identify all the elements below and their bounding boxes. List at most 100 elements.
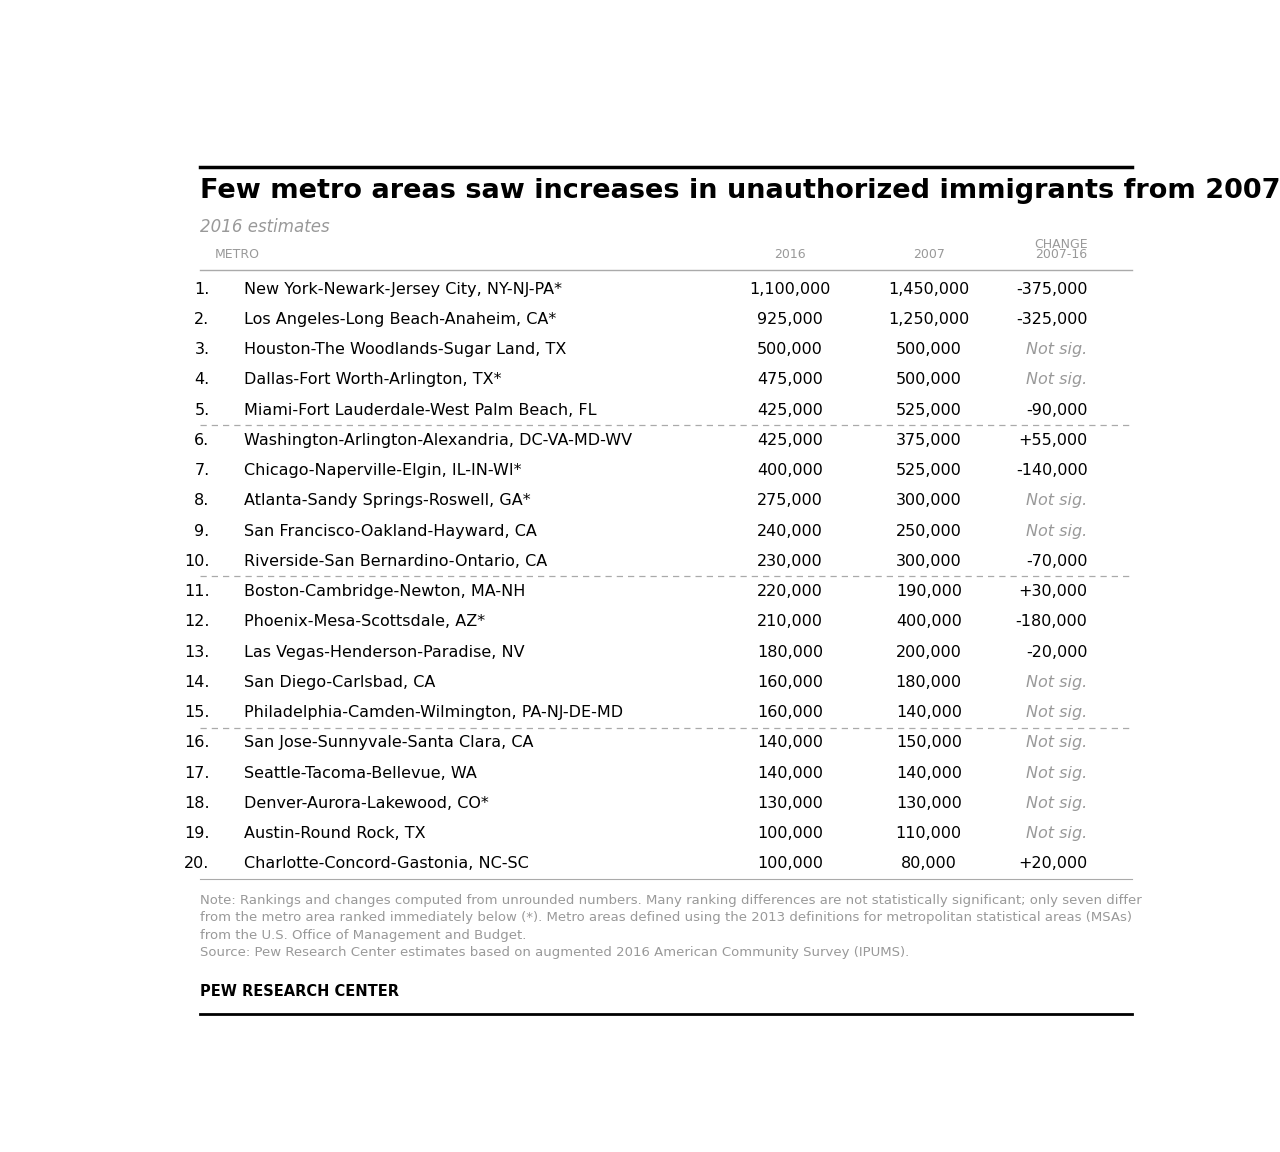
Text: Philadelphia-Camden-Wilmington, PA-NJ-DE-MD: Philadelphia-Camden-Wilmington, PA-NJ-DE… xyxy=(244,705,623,720)
Text: 2007: 2007 xyxy=(913,248,945,262)
Text: Not sig.: Not sig. xyxy=(1027,493,1088,508)
Text: Not sig.: Not sig. xyxy=(1027,826,1088,841)
Text: Seattle-Tacoma-Bellevue, WA: Seattle-Tacoma-Bellevue, WA xyxy=(244,766,477,781)
Text: 500,000: 500,000 xyxy=(896,372,961,387)
Text: 425,000: 425,000 xyxy=(756,402,823,417)
Text: 230,000: 230,000 xyxy=(756,554,823,569)
Text: 12.: 12. xyxy=(184,614,210,629)
Text: San Jose-Sunnyvale-Santa Clara, CA: San Jose-Sunnyvale-Santa Clara, CA xyxy=(244,735,534,750)
Text: 140,000: 140,000 xyxy=(896,705,961,720)
Text: 2016 estimates: 2016 estimates xyxy=(200,218,329,236)
Text: +30,000: +30,000 xyxy=(1019,584,1088,599)
Text: 110,000: 110,000 xyxy=(896,826,961,841)
Text: 4.: 4. xyxy=(195,372,210,387)
Text: 1,250,000: 1,250,000 xyxy=(888,312,969,327)
Text: Riverside-San Bernardino-Ontario, CA: Riverside-San Bernardino-Ontario, CA xyxy=(244,554,548,569)
Text: 525,000: 525,000 xyxy=(896,463,961,478)
Text: METRO: METRO xyxy=(215,248,260,262)
Text: Not sig.: Not sig. xyxy=(1027,523,1088,539)
Text: 150,000: 150,000 xyxy=(896,735,961,750)
Text: 925,000: 925,000 xyxy=(756,312,823,327)
Text: 210,000: 210,000 xyxy=(756,614,823,629)
Text: 13.: 13. xyxy=(184,645,210,660)
Text: Los Angeles-Long Beach-Anaheim, CA*: Los Angeles-Long Beach-Anaheim, CA* xyxy=(244,312,557,327)
Text: Washington-Arlington-Alexandria, DC-VA-MD-WV: Washington-Arlington-Alexandria, DC-VA-M… xyxy=(244,433,632,448)
Text: Chicago-Naperville-Elgin, IL-IN-WI*: Chicago-Naperville-Elgin, IL-IN-WI* xyxy=(244,463,522,478)
Text: -20,000: -20,000 xyxy=(1027,645,1088,660)
Text: 3.: 3. xyxy=(195,342,210,357)
Text: 275,000: 275,000 xyxy=(756,493,823,508)
Text: CHANGE: CHANGE xyxy=(1034,237,1088,251)
Text: 400,000: 400,000 xyxy=(756,463,823,478)
Text: 19.: 19. xyxy=(184,826,210,841)
Text: +55,000: +55,000 xyxy=(1019,433,1088,448)
Text: -375,000: -375,000 xyxy=(1016,281,1088,296)
Text: Not sig.: Not sig. xyxy=(1027,675,1088,690)
Text: Austin-Round Rock, TX: Austin-Round Rock, TX xyxy=(244,826,426,841)
Text: 130,000: 130,000 xyxy=(756,796,823,811)
Text: Note: Rankings and changes computed from unrounded numbers. Many ranking differe: Note: Rankings and changes computed from… xyxy=(200,894,1142,960)
Text: Boston-Cambridge-Newton, MA-NH: Boston-Cambridge-Newton, MA-NH xyxy=(244,584,526,599)
Text: 11.: 11. xyxy=(184,584,210,599)
Text: 6.: 6. xyxy=(195,433,210,448)
Text: 9.: 9. xyxy=(195,523,210,539)
Text: 475,000: 475,000 xyxy=(756,372,823,387)
Text: 140,000: 140,000 xyxy=(756,766,823,781)
Text: 180,000: 180,000 xyxy=(896,675,961,690)
Text: -325,000: -325,000 xyxy=(1016,312,1088,327)
Text: Dallas-Fort Worth-Arlington, TX*: Dallas-Fort Worth-Arlington, TX* xyxy=(244,372,502,387)
Text: Not sig.: Not sig. xyxy=(1027,705,1088,720)
Text: 100,000: 100,000 xyxy=(756,826,823,841)
Text: Not sig.: Not sig. xyxy=(1027,342,1088,357)
Text: +20,000: +20,000 xyxy=(1019,856,1088,871)
Text: Las Vegas-Henderson-Paradise, NV: Las Vegas-Henderson-Paradise, NV xyxy=(244,645,525,660)
Text: 2007-16: 2007-16 xyxy=(1036,248,1088,262)
Text: San Diego-Carlsbad, CA: San Diego-Carlsbad, CA xyxy=(244,675,435,690)
Text: New York-Newark-Jersey City, NY-NJ-PA*: New York-Newark-Jersey City, NY-NJ-PA* xyxy=(244,281,562,296)
Text: 100,000: 100,000 xyxy=(756,856,823,871)
Text: 375,000: 375,000 xyxy=(896,433,961,448)
Text: 400,000: 400,000 xyxy=(896,614,961,629)
Text: Houston-The Woodlands-Sugar Land, TX: Houston-The Woodlands-Sugar Land, TX xyxy=(244,342,567,357)
Text: 300,000: 300,000 xyxy=(896,493,961,508)
Text: 200,000: 200,000 xyxy=(896,645,961,660)
Text: 2016: 2016 xyxy=(774,248,805,262)
Text: 240,000: 240,000 xyxy=(756,523,823,539)
Text: 160,000: 160,000 xyxy=(756,675,823,690)
Text: 17.: 17. xyxy=(184,766,210,781)
Text: 190,000: 190,000 xyxy=(896,584,961,599)
Text: 16.: 16. xyxy=(184,735,210,750)
Text: 180,000: 180,000 xyxy=(756,645,823,660)
Text: 80,000: 80,000 xyxy=(901,856,956,871)
Text: 20.: 20. xyxy=(184,856,210,871)
Text: Denver-Aurora-Lakewood, CO*: Denver-Aurora-Lakewood, CO* xyxy=(244,796,489,811)
Text: Not sig.: Not sig. xyxy=(1027,372,1088,387)
Text: 160,000: 160,000 xyxy=(756,705,823,720)
Text: 500,000: 500,000 xyxy=(896,342,961,357)
Text: 15.: 15. xyxy=(184,705,210,720)
Text: 8.: 8. xyxy=(195,493,210,508)
Text: Not sig.: Not sig. xyxy=(1027,766,1088,781)
Text: Not sig.: Not sig. xyxy=(1027,796,1088,811)
Text: 220,000: 220,000 xyxy=(756,584,823,599)
Text: 250,000: 250,000 xyxy=(896,523,961,539)
Text: 18.: 18. xyxy=(184,796,210,811)
Text: 425,000: 425,000 xyxy=(756,433,823,448)
Text: 1,450,000: 1,450,000 xyxy=(888,281,969,296)
Text: Miami-Fort Lauderdale-West Palm Beach, FL: Miami-Fort Lauderdale-West Palm Beach, F… xyxy=(244,402,596,417)
Text: 1,100,000: 1,100,000 xyxy=(749,281,831,296)
Text: San Francisco-Oakland-Hayward, CA: San Francisco-Oakland-Hayward, CA xyxy=(244,523,538,539)
Text: Few metro areas saw increases in unauthorized immigrants from 2007 to 2016: Few metro areas saw increases in unautho… xyxy=(200,179,1280,204)
Text: PEW RESEARCH CENTER: PEW RESEARCH CENTER xyxy=(200,984,398,999)
Text: Charlotte-Concord-Gastonia, NC-SC: Charlotte-Concord-Gastonia, NC-SC xyxy=(244,856,529,871)
Text: 300,000: 300,000 xyxy=(896,554,961,569)
Text: 5.: 5. xyxy=(195,402,210,417)
Text: Atlanta-Sandy Springs-Roswell, GA*: Atlanta-Sandy Springs-Roswell, GA* xyxy=(244,493,531,508)
Text: 130,000: 130,000 xyxy=(896,796,961,811)
Text: 140,000: 140,000 xyxy=(756,735,823,750)
Text: Phoenix-Mesa-Scottsdale, AZ*: Phoenix-Mesa-Scottsdale, AZ* xyxy=(244,614,485,629)
Text: Not sig.: Not sig. xyxy=(1027,735,1088,750)
Text: -180,000: -180,000 xyxy=(1015,614,1088,629)
Text: 525,000: 525,000 xyxy=(896,402,961,417)
Text: 14.: 14. xyxy=(184,675,210,690)
